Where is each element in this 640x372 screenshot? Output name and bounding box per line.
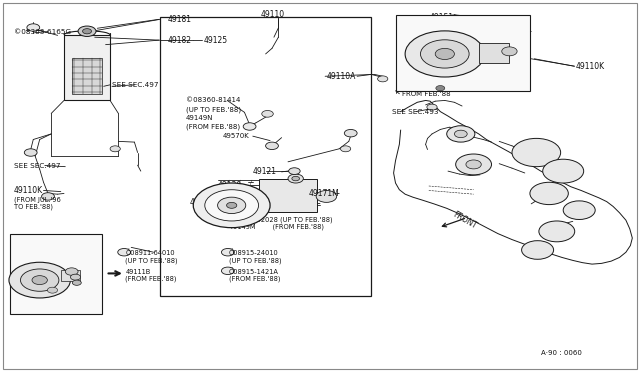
- Text: (FROM JUL.'96: (FROM JUL.'96: [14, 196, 61, 203]
- Circle shape: [221, 267, 234, 275]
- Text: 49110A: 49110A: [326, 72, 356, 81]
- Text: 49111B: 49111B: [125, 269, 150, 275]
- Circle shape: [378, 76, 388, 82]
- Circle shape: [436, 86, 445, 91]
- Text: ¢08124-02028 (UP TO FEB.'88): ¢08124-02028 (UP TO FEB.'88): [229, 216, 333, 223]
- Text: 49125: 49125: [204, 36, 228, 45]
- Circle shape: [530, 182, 568, 205]
- Circle shape: [427, 104, 437, 110]
- Text: 49181: 49181: [168, 15, 192, 24]
- Text: SEE SEC.493: SEE SEC.493: [392, 109, 439, 115]
- Circle shape: [435, 48, 454, 60]
- Circle shape: [466, 160, 481, 169]
- Circle shape: [502, 47, 517, 56]
- Circle shape: [563, 201, 595, 219]
- Circle shape: [193, 183, 270, 228]
- Bar: [259, 179, 317, 212]
- Text: 49182: 49182: [168, 36, 192, 45]
- Circle shape: [454, 130, 467, 138]
- Circle shape: [266, 142, 278, 150]
- Text: SEE SEC.497: SEE SEC.497: [14, 163, 61, 169]
- Bar: [396, 15, 530, 91]
- Circle shape: [118, 248, 131, 256]
- Circle shape: [512, 138, 561, 167]
- Circle shape: [340, 146, 351, 152]
- Circle shape: [205, 190, 259, 221]
- Bar: [479, 43, 509, 63]
- Bar: [61, 270, 80, 281]
- Text: 49130: 49130: [218, 181, 242, 190]
- Text: 49570K: 49570K: [223, 133, 250, 139]
- Circle shape: [9, 262, 70, 298]
- Circle shape: [420, 40, 469, 68]
- Circle shape: [543, 159, 584, 183]
- Circle shape: [27, 24, 40, 31]
- Text: (UP TO FEB.'88): (UP TO FEB.'88): [125, 257, 178, 264]
- Circle shape: [456, 154, 492, 175]
- Text: (FROM FEB.'88): (FROM FEB.'88): [229, 276, 280, 282]
- Text: FROM FEB.'88: FROM FEB.'88: [402, 91, 451, 97]
- Circle shape: [221, 248, 234, 256]
- Circle shape: [218, 197, 246, 214]
- Circle shape: [20, 269, 59, 291]
- Circle shape: [70, 274, 81, 280]
- Text: FRONT: FRONT: [451, 210, 478, 231]
- Circle shape: [42, 193, 54, 200]
- Circle shape: [262, 110, 273, 117]
- Text: (FROM FEB.'88): (FROM FEB.'88): [186, 124, 240, 131]
- Circle shape: [47, 287, 58, 293]
- Text: Ö08915-1421A: Ö08915-1421A: [229, 268, 279, 275]
- Text: A·90 : 0060: A·90 : 0060: [541, 350, 582, 356]
- Bar: [160, 17, 371, 296]
- Text: SEE SEC.497: SEE SEC.497: [112, 82, 159, 88]
- Text: ©08363-6165G: ©08363-6165G: [14, 29, 71, 35]
- Text: 49110K: 49110K: [576, 62, 605, 71]
- Text: ©08360-81414: ©08360-81414: [186, 97, 240, 103]
- Bar: [10, 234, 102, 314]
- Text: 49171M: 49171M: [309, 189, 340, 198]
- Text: 49149N: 49149N: [186, 115, 213, 121]
- Text: Ö08915-24010: Ö08915-24010: [229, 250, 279, 256]
- Text: 49110K: 49110K: [14, 186, 44, 195]
- Circle shape: [223, 215, 236, 222]
- Circle shape: [289, 168, 300, 174]
- Circle shape: [243, 123, 256, 130]
- Bar: [64, 35, 110, 100]
- Circle shape: [78, 26, 96, 36]
- Text: 49151: 49151: [430, 13, 454, 22]
- Text: 49110: 49110: [261, 10, 285, 19]
- Circle shape: [316, 190, 337, 202]
- Circle shape: [83, 29, 92, 34]
- Circle shape: [405, 31, 484, 77]
- Circle shape: [24, 149, 37, 156]
- Text: 49149M        (FROM FEB.'88): 49149M (FROM FEB.'88): [229, 224, 324, 230]
- Circle shape: [72, 280, 81, 285]
- Text: (UP TO FEB.'88): (UP TO FEB.'88): [186, 106, 241, 113]
- Circle shape: [227, 202, 237, 208]
- Circle shape: [32, 276, 47, 285]
- Text: Ô08911-64010: Ô08911-64010: [125, 250, 175, 256]
- Circle shape: [447, 126, 475, 142]
- Circle shape: [110, 146, 120, 152]
- Bar: [72, 58, 102, 94]
- Circle shape: [344, 129, 357, 137]
- Circle shape: [522, 241, 554, 259]
- Text: (FROM FEB.'88): (FROM FEB.'88): [125, 276, 177, 282]
- Text: (UP TO FEB.'88): (UP TO FEB.'88): [229, 257, 282, 264]
- Circle shape: [65, 268, 78, 275]
- Circle shape: [292, 176, 300, 181]
- Text: TO FEB.'88): TO FEB.'88): [14, 203, 53, 210]
- Text: 49111: 49111: [189, 198, 214, 207]
- Circle shape: [288, 174, 303, 183]
- Circle shape: [539, 221, 575, 242]
- Text: 49121: 49121: [253, 167, 277, 176]
